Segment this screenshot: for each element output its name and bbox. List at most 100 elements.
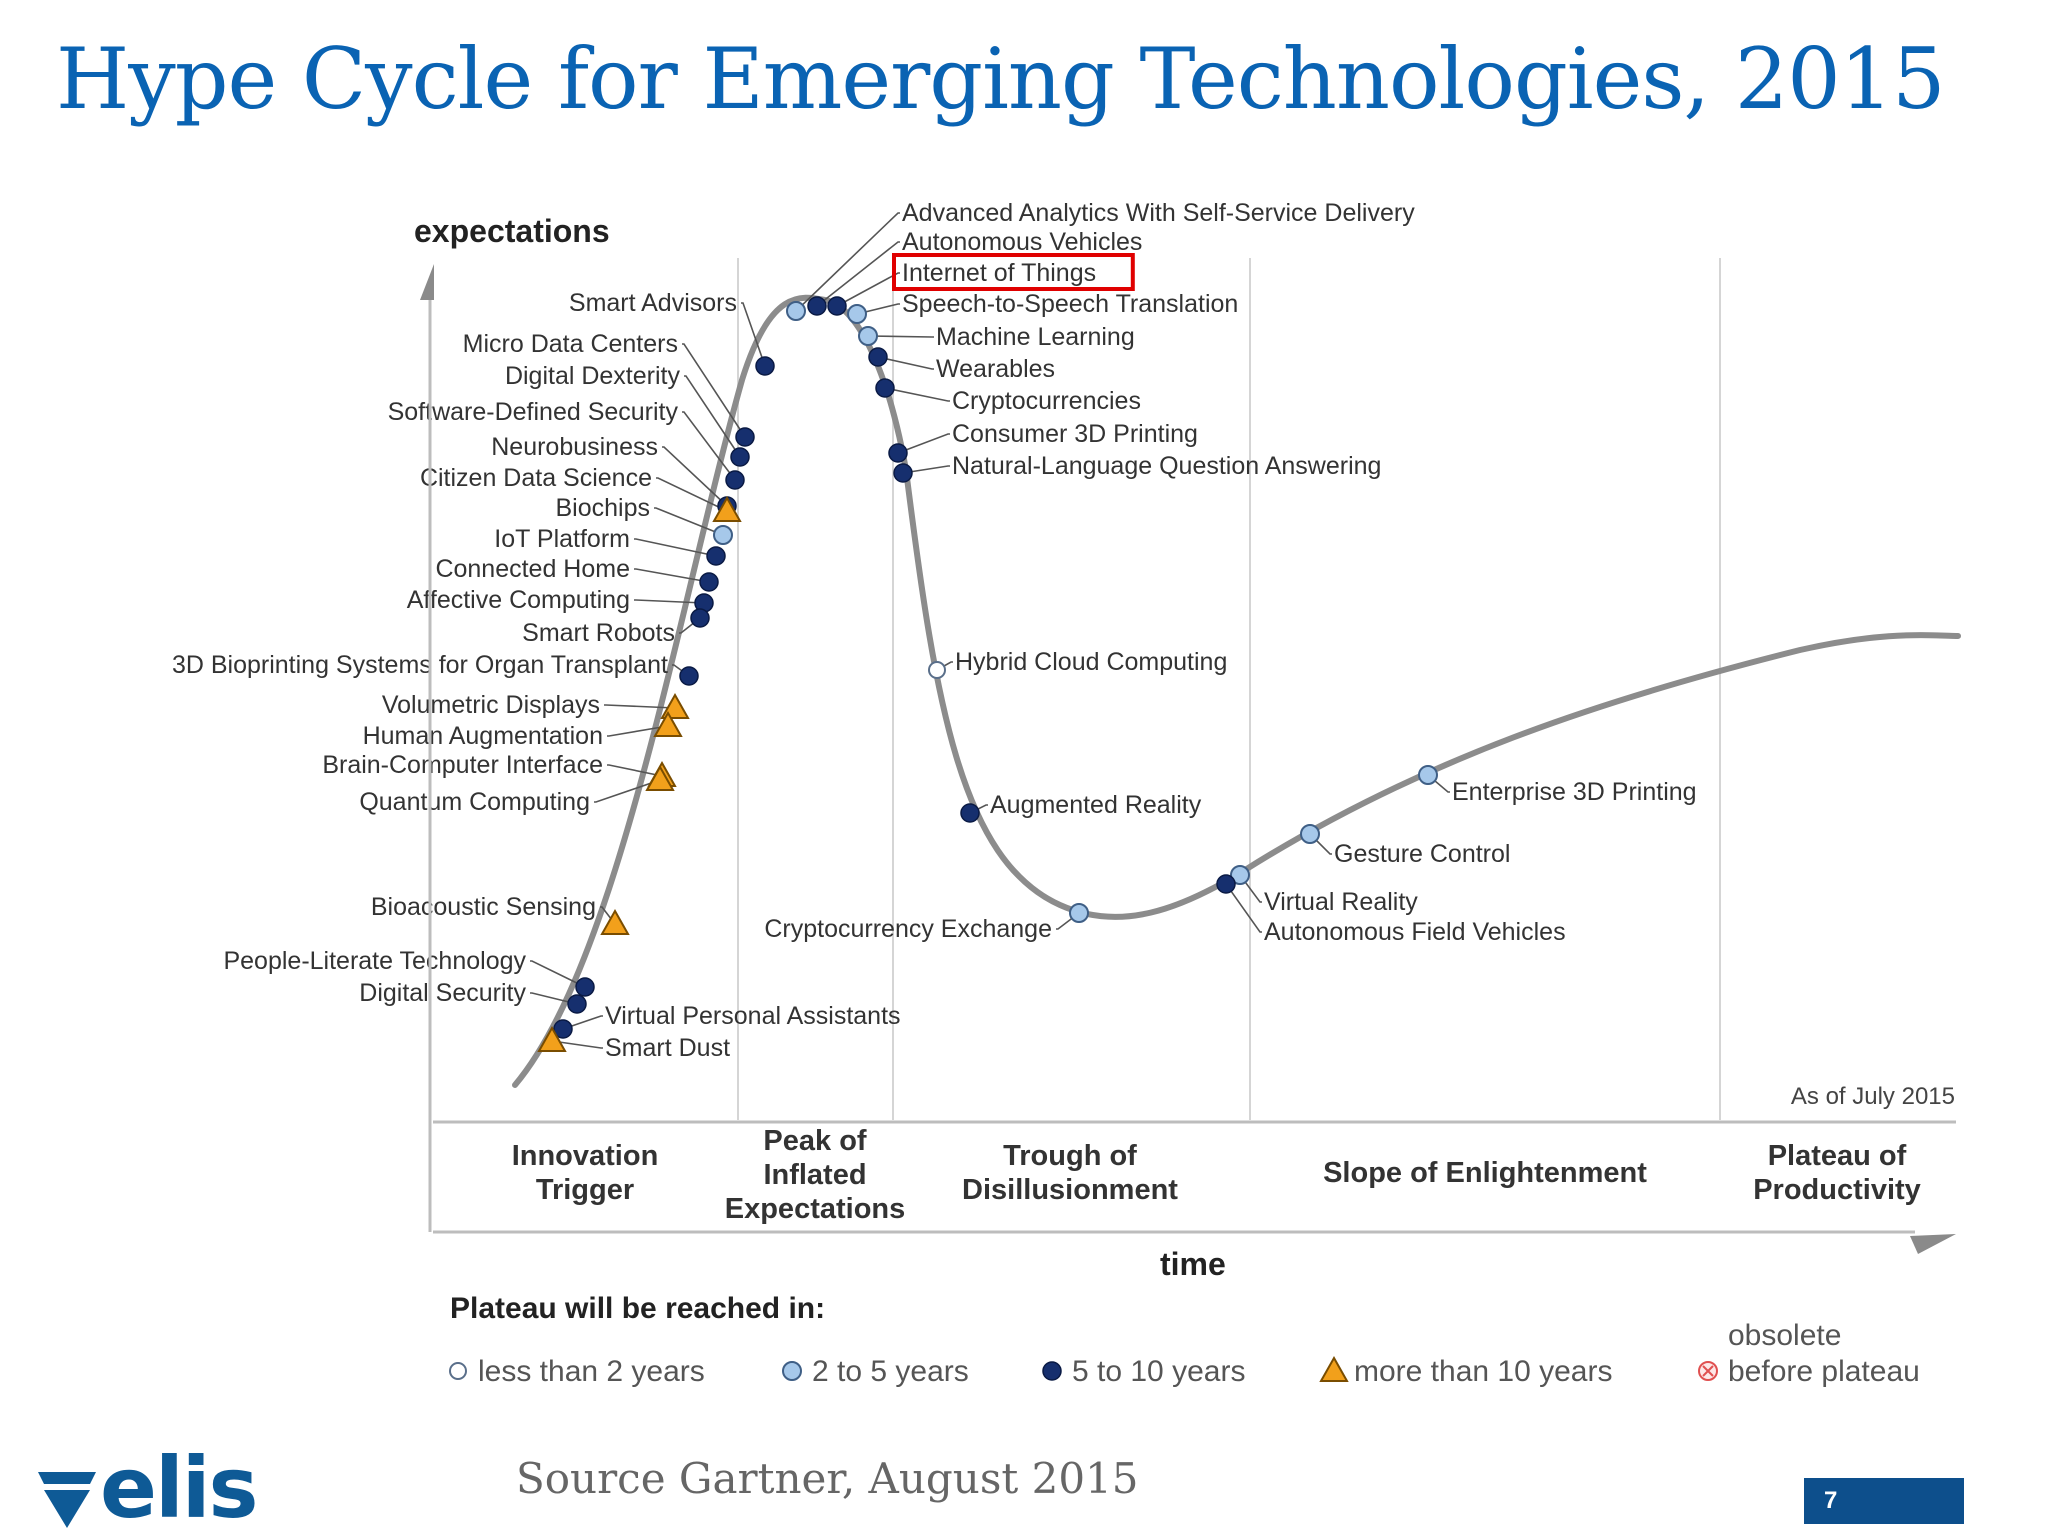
tech-label-citizen-data-science: Citizen Data Science bbox=[420, 464, 652, 492]
tech-label-people-literate-technology: People-Literate Technology bbox=[223, 947, 526, 975]
leader-smart-advisors bbox=[741, 302, 766, 367]
leader-natural-language-question-answering bbox=[902, 465, 950, 474]
tech-label-virtual-reality: Virtual Reality bbox=[1264, 888, 1418, 916]
phase-label-3-line-2: Disillusionment bbox=[962, 1174, 1178, 1206]
leader-cryptocurrencies bbox=[884, 387, 950, 402]
marker-volumetric-displays bbox=[660, 692, 690, 719]
marker-augmented-reality bbox=[960, 803, 980, 823]
tech-label-consumer-3d-printing: Consumer 3D Printing bbox=[952, 420, 1198, 448]
hype-curve bbox=[512, 294, 1961, 1088]
x-axis-label: time bbox=[1160, 1246, 1226, 1282]
marker-citizen-data-science bbox=[712, 495, 742, 522]
legend-marker-2-5-icon bbox=[782, 1361, 802, 1381]
tech-label-connected-home: Connected Home bbox=[435, 555, 630, 583]
marker-machine-learning bbox=[858, 326, 878, 346]
tech-label-cryptocurrencies: Cryptocurrencies bbox=[952, 387, 1141, 415]
legend-label-obsolete-line-1: obsolete bbox=[1728, 1319, 1841, 1352]
legend-label-obsolete-line-2: before plateau bbox=[1728, 1355, 1920, 1388]
tech-label-digital-security: Digital Security bbox=[359, 979, 526, 1007]
marker-advanced-analytics-with-self-service-delivery bbox=[786, 301, 806, 321]
marker-software-defined-security bbox=[725, 470, 745, 490]
marker-smart-robots bbox=[690, 608, 710, 628]
technology-markers bbox=[537, 296, 1438, 1052]
marker-smart-dust bbox=[537, 1025, 567, 1052]
legend-marker-obsolete-icon-cross bbox=[1702, 1365, 1714, 1377]
leader-smart-dust bbox=[551, 1040, 603, 1049]
leader-volumetric-displays bbox=[604, 704, 676, 709]
tech-label-affective-computing: Affective Computing bbox=[407, 586, 630, 614]
leader-quantum-computing bbox=[594, 779, 661, 803]
page-number-badge: 7 bbox=[1804, 1478, 1964, 1524]
legend-marker-less-than-2-icon bbox=[449, 1362, 467, 1380]
legend-title: Plateau will be reached in: bbox=[450, 1292, 825, 1325]
phase-label-4-line-1: Slope of Enlightenment bbox=[1323, 1157, 1647, 1189]
tech-label-bioacoustic-sensing: Bioacoustic Sensing bbox=[371, 893, 596, 921]
highlight-box bbox=[892, 253, 1135, 291]
marker-gesture-control bbox=[1300, 824, 1320, 844]
tech-label-smart-dust: Smart Dust bbox=[605, 1034, 730, 1062]
leader-software-defined-security bbox=[682, 411, 736, 481]
marker-autonomous-field-vehicles bbox=[1216, 874, 1236, 894]
marker-digital-security bbox=[567, 994, 587, 1014]
tech-label-smart-advisors: Smart Advisors bbox=[569, 289, 737, 317]
tech-label-enterprise-3d-printing: Enterprise 3D Printing bbox=[1452, 778, 1697, 806]
tech-label-volumetric-displays: Volumetric Displays bbox=[382, 691, 600, 719]
phase-label-2-line-3: Expectations bbox=[725, 1193, 906, 1225]
legend: Plateau will be reached in: less than 2 y… bbox=[449, 1292, 1920, 1388]
marker-bioacoustic-sensing bbox=[600, 908, 630, 935]
leader-affective-computing bbox=[634, 599, 705, 604]
tech-label-augmented-reality: Augmented Reality bbox=[990, 791, 1202, 819]
leader-virtual-personal-assistants bbox=[562, 1015, 603, 1030]
hype-curve-path bbox=[512, 294, 1961, 1088]
marker-consumer-3d-printing bbox=[888, 443, 908, 463]
marker-cryptocurrencies bbox=[875, 378, 895, 398]
leader-neurobusiness bbox=[662, 446, 728, 507]
leader-wearables bbox=[877, 356, 934, 370]
leader-citizen-data-science bbox=[656, 477, 728, 512]
technology-labels: Advanced Analytics With Self-Service Del… bbox=[172, 199, 1697, 1062]
marker-natural-language-question-answering bbox=[893, 463, 913, 483]
leader-machine-learning bbox=[867, 335, 934, 338]
tech-label-brain-computer-interface: Brain-Computer Interface bbox=[322, 751, 603, 779]
leader-digital-dexterity bbox=[684, 375, 741, 458]
marker-micro-data-centers bbox=[735, 427, 755, 447]
legend-label-more-than-10: more than 10 years bbox=[1354, 1355, 1612, 1388]
leader-autonomous-vehicles bbox=[816, 241, 900, 307]
marker-wearables bbox=[868, 347, 888, 367]
source-caption: Source Gartner, August 2015 bbox=[516, 1454, 1139, 1503]
phase-label-1-line-2: Trigger bbox=[536, 1174, 634, 1206]
phase-label-5-line-2: Productivity bbox=[1753, 1174, 1921, 1206]
leader-biochips bbox=[654, 507, 724, 536]
axes: expectations time As of July 2015 bbox=[414, 213, 1956, 1282]
tech-label-software-defined-security: Software-Defined Security bbox=[388, 398, 679, 426]
slide-title: Hype Cycle for Emerging Technologies, 20… bbox=[56, 30, 1946, 128]
page-number: 7 bbox=[1824, 1487, 1838, 1514]
phase-label-5-line-1: Plateau of bbox=[1768, 1140, 1907, 1172]
marker-3d-bioprinting-systems-for-organ-transplant bbox=[679, 666, 699, 686]
leader-speech-to-speech-translation bbox=[856, 303, 900, 315]
tech-label-virtual-personal-assistants: Virtual Personal Assistants bbox=[605, 1002, 901, 1030]
elis-logo-mark-icon bbox=[38, 1472, 96, 1528]
tech-label-internet-of-things: Internet of Things bbox=[902, 259, 1096, 287]
y-axis-label: expectations bbox=[414, 213, 610, 249]
legend-marker-more-than-10-icon bbox=[1319, 1355, 1349, 1382]
phase-label-3-line-1: Trough of bbox=[1003, 1140, 1137, 1172]
marker-smart-advisors bbox=[755, 356, 775, 376]
tech-label-micro-data-centers: Micro Data Centers bbox=[463, 330, 678, 358]
legend-marker-obsolete-icon bbox=[1698, 1361, 1718, 1381]
tech-label-quantum-computing: Quantum Computing bbox=[359, 788, 590, 816]
y-axis-arrow-icon bbox=[420, 264, 434, 300]
leader-consumer-3d-printing bbox=[897, 433, 950, 454]
marker-hybrid-cloud-computing bbox=[928, 661, 946, 679]
tech-label-wearables: Wearables bbox=[936, 355, 1055, 383]
marker-cryptocurrency-exchange bbox=[1069, 903, 1089, 923]
marker-digital-dexterity bbox=[730, 447, 750, 467]
leader-lines bbox=[530, 212, 1450, 1049]
leader-brain-computer-interface bbox=[607, 764, 663, 777]
tech-label-speech-to-speech-translation: Speech-to-Speech Translation bbox=[902, 290, 1238, 318]
marker-connected-home bbox=[699, 572, 719, 592]
leader-connected-home bbox=[634, 568, 710, 583]
tech-label-neurobusiness: Neurobusiness bbox=[491, 433, 658, 461]
marker-virtual-personal-assistants bbox=[553, 1019, 573, 1039]
